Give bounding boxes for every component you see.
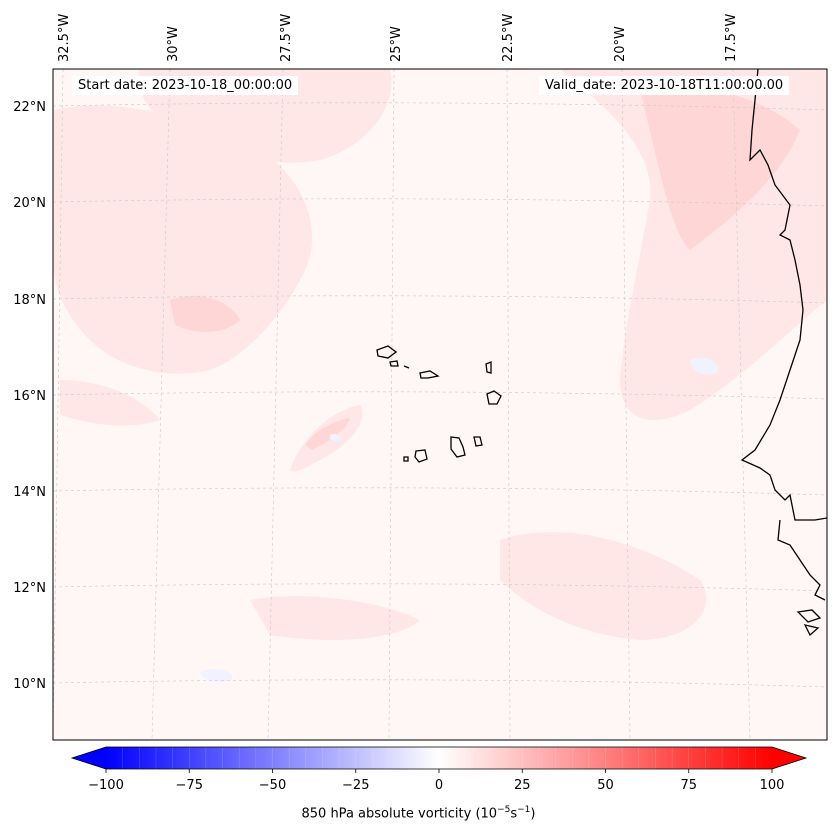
meridian-27-5w — [267, 69, 284, 740]
lon-label-25w: 25°W — [389, 26, 404, 62]
lon-label-17-5w: 17.5°W — [724, 14, 739, 62]
start-date-label: Start date: 2023-10-18_00:00:00 — [72, 76, 299, 95]
colorbar-tick-label: −75 — [176, 778, 203, 793]
cape-verde-maio — [473, 436, 483, 447]
vorticity-negative-patch-3 — [200, 669, 233, 682]
meridian-30w — [151, 69, 171, 740]
west-africa-coastline — [740, 69, 827, 521]
colorbar-tick-label: 75 — [680, 778, 697, 793]
colorbar-tick-label: 100 — [760, 778, 785, 793]
parallel-22n — [53, 102, 827, 111]
cape-verde-santo-antao — [376, 345, 398, 359]
meridian-20w — [621, 69, 631, 740]
lon-label-22-5w: 22.5°W — [501, 14, 516, 62]
colorbar-label: 850 hPa absolute vorticity (10−5s−1) — [0, 805, 837, 821]
colorbar-tick-label: −100 — [88, 778, 124, 793]
colorbar-label-exponent-1: −5 — [497, 805, 511, 815]
colorbar-gradient — [106, 747, 772, 769]
parallel-18n — [53, 295, 827, 304]
graticule — [53, 69, 827, 740]
lat-label-10n: 10°N — [13, 677, 46, 692]
meridian-32-5w — [53, 69, 64, 740]
vorticity-patch-southeast — [500, 532, 707, 640]
colorbar-tick-label: 25 — [514, 778, 531, 793]
lat-label-20n: 20°N — [13, 196, 46, 211]
parallel-16n — [53, 391, 827, 400]
valid-date-label: Valid_date: 2023-10-18T11:00:00.00 — [539, 76, 790, 95]
colorbar-label-end: ) — [530, 806, 536, 822]
colorbar-tick-label: −50 — [259, 778, 286, 793]
colorbar-ticks: −100 −75 −50 −25 0 25 50 75 100 — [88, 769, 784, 793]
colorbar-label-unit: s — [510, 806, 518, 822]
vorticity-negative-patch-2 — [329, 433, 341, 442]
lon-label-30w: 30°W — [166, 26, 181, 62]
vorticity-patch-central-core — [305, 418, 350, 450]
parallel-12n — [53, 583, 827, 592]
lat-label-18n: 18°N — [13, 293, 46, 308]
vorticity-patch-west-core — [170, 296, 240, 332]
colorbar-tick-label: 50 — [597, 778, 614, 793]
parallel-14n — [53, 487, 827, 496]
cape-verde-santiago — [450, 436, 466, 458]
vorticity-patch-northeast-core — [640, 86, 800, 251]
colorbar: −100 −75 −50 −25 0 25 50 75 100 — [70, 746, 808, 793]
cape-verde-fogo — [414, 449, 428, 463]
cape-verde-santa-luzia — [403, 365, 410, 369]
meridian-17-5w — [732, 69, 751, 740]
colorbar-tick-label: −25 — [342, 778, 369, 793]
colorbar-extend-max — [772, 747, 806, 769]
senegal-gambia-coast — [777, 519, 826, 601]
cape-verde-sao-nicolau — [419, 370, 440, 379]
lon-label-27-5w: 27.5°W — [279, 14, 294, 62]
meridian-25w — [388, 69, 395, 740]
colorbar-extend-min — [72, 747, 106, 769]
latitude-labels: 22°N 20°N 18°N 16°N 14°N 12°N 10°N — [13, 100, 46, 692]
vorticity-negative-patch-1 — [690, 358, 719, 375]
cape-verde-boa-vista — [486, 390, 502, 405]
lon-label-20w: 20°W — [613, 26, 628, 62]
colorbar-label-exponent-2: −1 — [517, 805, 531, 815]
guinea-bissau-coast — [796, 609, 822, 637]
map-frame — [52, 68, 828, 741]
lat-label-22n: 22°N — [13, 100, 46, 115]
parallel-10n — [53, 679, 827, 688]
colorbar-tick-label: 0 — [435, 778, 443, 793]
cape-verde-sao-vicente — [389, 360, 399, 367]
colorbar-label-main: 850 hPa absolute vorticity (10 — [301, 806, 498, 822]
cape-verde-sal — [485, 361, 492, 374]
lat-label-12n: 12°N — [13, 581, 46, 596]
coastline — [376, 69, 827, 637]
lat-label-14n: 14°N — [13, 485, 46, 500]
vorticity-patch-west-strip — [60, 380, 160, 426]
map-panel — [52, 68, 828, 741]
lat-label-16n: 16°N — [13, 389, 46, 404]
vorticity-patch-south — [250, 596, 420, 640]
lon-label-32-5w: 32.5°W — [57, 14, 72, 62]
longitude-labels: 32.5°W 30°W 27.5°W 25°W 22.5°W 20°W 17.5… — [57, 14, 739, 62]
parallel-20n — [53, 198, 827, 207]
meridian-22-5w — [506, 69, 511, 740]
cape-verde-brava — [403, 456, 409, 462]
colorbar-bands — [122, 747, 756, 769]
vorticity-patch-northwest — [53, 105, 313, 374]
